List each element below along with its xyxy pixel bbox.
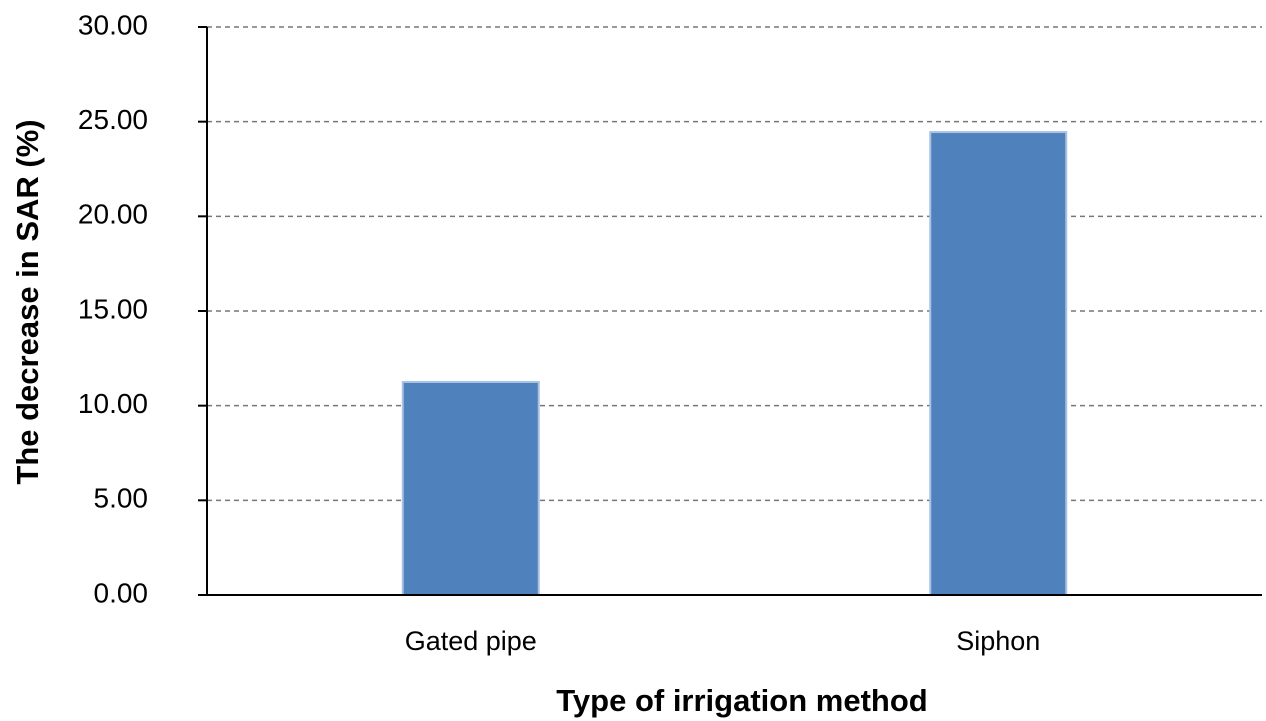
x-tick-label: Siphon <box>956 626 1040 656</box>
y-tick-label: 0.00 <box>94 577 149 608</box>
y-axis-title: The decrease in SAR (%) <box>10 119 45 484</box>
bar <box>929 131 1068 597</box>
y-tick-label: 5.00 <box>94 483 149 514</box>
bar <box>401 381 540 596</box>
y-tick-label: 15.00 <box>78 293 148 324</box>
y-tick-label: 30.00 <box>78 9 148 40</box>
y-tick-label: 20.00 <box>78 199 148 230</box>
y-tick-label: 25.00 <box>78 104 148 135</box>
y-tick-label: 10.00 <box>78 388 148 419</box>
x-axis-title: Type of irrigation method <box>556 683 927 718</box>
x-tick-label: Gated pipe <box>405 626 537 656</box>
